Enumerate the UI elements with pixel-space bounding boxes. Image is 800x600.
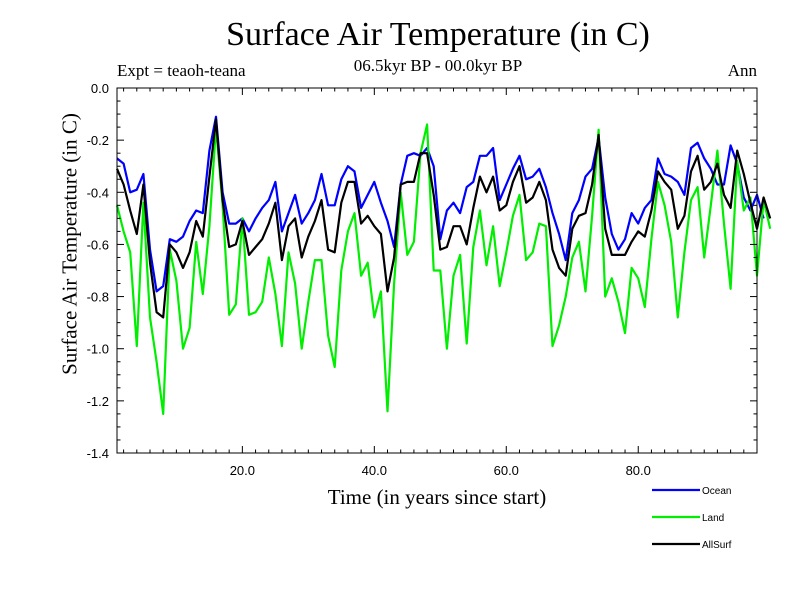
- chart-title: Surface Air Temperature (in C): [226, 16, 650, 53]
- series-line-land: [115, 123, 772, 415]
- legend-label-allsurf: AllSurf: [702, 540, 732, 551]
- legend: Ocean Land AllSurf: [652, 486, 732, 551]
- y-tick-label: -0.8: [87, 290, 109, 305]
- y-tick-label: 0.0: [91, 81, 109, 96]
- legend-label-ocean: Ocean: [702, 486, 731, 497]
- chart-subtitle: 06.5kyr BP - 00.0kyr BP: [353, 56, 523, 75]
- y-tick-label: -1.2: [87, 394, 109, 409]
- x-tick-label: 60.0: [494, 463, 519, 478]
- x-tick-label: 40.0: [362, 463, 387, 478]
- y-tick-label: -1.0: [87, 342, 109, 357]
- y-tick-label: -0.6: [87, 237, 109, 252]
- x-tick-label: 20.0: [230, 463, 255, 478]
- series-line-allsurf: [115, 118, 772, 319]
- legend-label-land: Land: [702, 513, 724, 524]
- season-label: Ann: [727, 61, 757, 80]
- x-axis-label: Time (in years since start): [327, 485, 547, 509]
- plot-area: 20.0 40.0 60.0 80.0 0.0 -0.2 -0.4 -0.6 -0.8 -1.0 -…: [87, 81, 772, 478]
- series-line-ocean: [116, 115, 765, 293]
- y-tick-label: -0.4: [87, 185, 109, 200]
- experiment-label: Expt = teaoh-teana: [117, 61, 246, 80]
- y-tick-label: -0.2: [87, 133, 109, 148]
- x-tick-label: 80.0: [626, 463, 651, 478]
- y-tick-label: -1.4: [87, 446, 109, 461]
